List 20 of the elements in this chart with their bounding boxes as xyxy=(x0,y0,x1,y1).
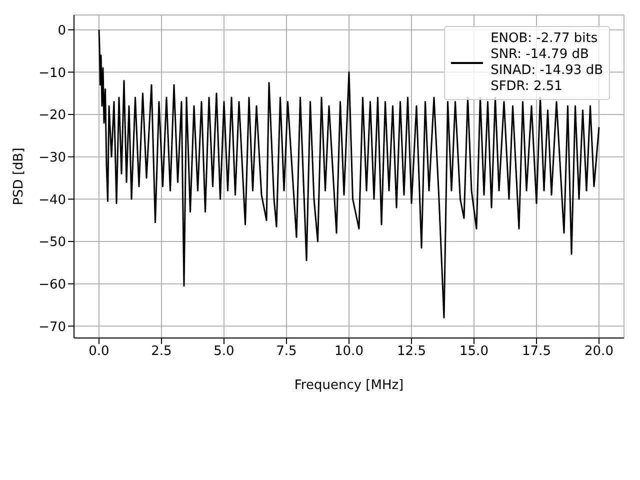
x-tick-label: 15.0 xyxy=(460,344,488,360)
x-tick-label: 2.5 xyxy=(151,344,172,360)
y-tick-label: 0 xyxy=(58,23,66,38)
x-tick-label: 5.0 xyxy=(214,344,234,360)
y-axis-title: PSD [dB] xyxy=(12,148,27,206)
x-tick-label: 20.0 xyxy=(584,344,614,360)
y-tick-label: −20 xyxy=(38,108,66,124)
x-tick-label: 10.0 xyxy=(334,344,364,360)
y-tick-label: −50 xyxy=(38,235,66,250)
y-tick-label: −70 xyxy=(38,320,66,335)
x-tick-label: 0.0 xyxy=(88,344,110,360)
y-tick-label: −40 xyxy=(38,192,66,208)
x-axis-title: Frequency [MHz] xyxy=(294,378,404,394)
y-tick-label: −10 xyxy=(38,66,66,81)
y-tick-label: −30 xyxy=(38,150,66,166)
y-tick-label: −60 xyxy=(38,277,66,292)
x-tick-label: 12.5 xyxy=(397,344,426,360)
x-tick-label: 17.5 xyxy=(522,344,551,360)
legend-label: ENOB: -2.77 bits SNR: -14.79 dB SINAD: -14.93 dB SFDR: 2.51 xyxy=(490,31,603,95)
x-tick-label: 7.5 xyxy=(276,344,297,360)
